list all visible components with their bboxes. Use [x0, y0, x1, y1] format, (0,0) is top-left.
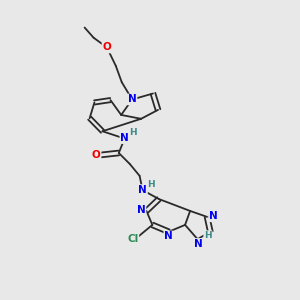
Text: N: N [209, 211, 218, 221]
Text: N: N [138, 185, 147, 195]
Text: N: N [137, 205, 146, 215]
Text: N: N [164, 232, 173, 242]
Text: O: O [92, 150, 100, 160]
Text: H: H [147, 180, 155, 189]
Text: Cl: Cl [127, 234, 138, 244]
Text: O: O [103, 43, 111, 52]
Text: H: H [204, 231, 212, 240]
Text: N: N [194, 239, 203, 249]
Text: H: H [129, 128, 136, 137]
Text: N: N [128, 94, 136, 104]
Text: N: N [120, 133, 129, 143]
